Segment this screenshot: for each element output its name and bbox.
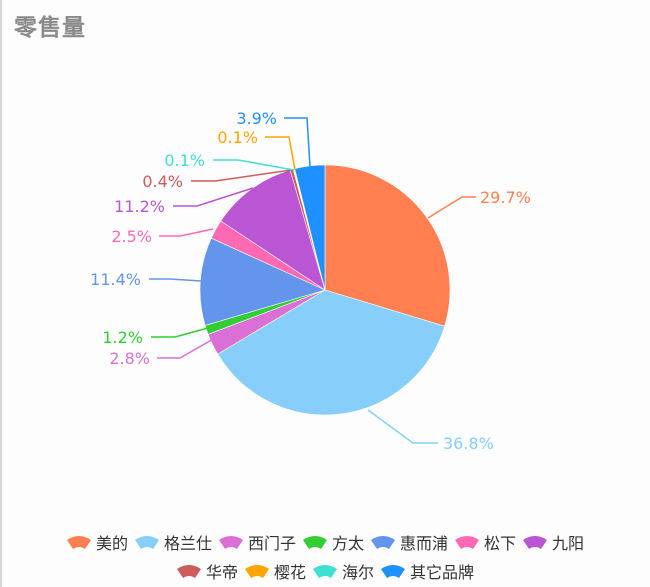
legend-item[interactable]: 西门子 [218,530,296,554]
slice-label: 2.5% [111,227,152,246]
fan-legend-icon [313,565,337,578]
pie-slice[interactable] [217,289,446,416]
legend-item[interactable]: 格兰仕 [134,530,212,554]
fan-legend-icon [134,536,159,549]
legend-row-1: 美的 格兰仕 西门子 方太 惠而浦 松下 九阳 [0,530,650,554]
chart-title: 零售量 [14,15,86,41]
slice-label: 36.8% [443,434,494,453]
fan-legend-icon [244,565,269,578]
fan-legend-icon [455,536,480,549]
legend-item[interactable]: 九阳 [522,530,584,554]
legend-label: 海尔 [342,563,375,582]
legend-label: 华帝 [205,563,238,582]
legend-label: 格兰仕 [163,534,212,553]
leader-line [173,187,254,207]
slice-label: 11.4% [90,270,141,289]
leader-line [213,159,295,171]
fan-legend-icon [371,536,395,549]
slice-label: 0.1% [217,128,258,147]
legend-item[interactable]: 方太 [302,530,364,554]
leader-line [149,278,202,282]
leader-line [159,228,214,237]
fan-legend-icon [176,565,201,578]
legend-label: 松下 [484,534,517,553]
leader-line [367,409,438,444]
leader-line [265,136,296,171]
slice-label: 0.4% [142,172,183,191]
legend-item[interactable]: 樱花 [244,559,306,583]
slice-label: 11.2% [114,197,165,216]
pie-slice[interactable] [324,164,451,327]
fan-legend-icon [381,565,406,578]
slice-label: 2.8% [109,349,150,368]
fan-legend-icon [218,536,243,549]
leader-line [191,169,292,182]
legend-label: 美的 [95,534,128,553]
legend-label: 惠而浦 [400,534,449,553]
leader-line [427,196,476,219]
fan-legend-icon [66,536,91,549]
fan-legend-icon [302,536,327,549]
legend-item[interactable]: 美的 [66,530,128,554]
slice-label: 0.1% [164,151,205,170]
legend-label: 樱花 [273,563,306,582]
fan-legend-icon [523,536,548,549]
slice-label: 1.2% [102,328,143,347]
legend-item[interactable]: 其它品牌 [380,559,474,583]
legend-label: 其它品牌 [410,563,475,582]
slice-label: 29.7% [480,188,531,207]
legend-label: 西门子 [247,534,296,553]
leader-lines [149,117,476,444]
legend-row-2: 华帝 樱花 海尔 其它品牌 [0,559,650,583]
leader-line [284,117,311,167]
slice-label: 3.9% [236,109,277,128]
slice-labels: 29.7% 36.8% 2.8% 1.2% 11.4% 2.5% 11.2% 0.4% 0.1%… [90,109,531,453]
legend-label: 方太 [331,534,364,553]
legend-item[interactable]: 惠而浦 [370,530,448,554]
legend-item[interactable]: 海尔 [312,559,374,583]
legend-item[interactable]: 松下 [454,530,516,554]
pie-slices [199,164,451,416]
leader-line [157,337,216,359]
legend-label: 九阳 [552,534,585,553]
leader-line [151,327,209,338]
legend-item[interactable]: 华帝 [176,559,238,583]
